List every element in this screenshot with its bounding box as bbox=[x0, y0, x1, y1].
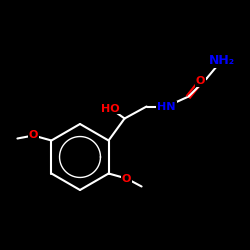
Text: O: O bbox=[122, 174, 131, 184]
Text: HN: HN bbox=[157, 102, 176, 112]
Text: NH₂: NH₂ bbox=[208, 54, 235, 67]
Text: O: O bbox=[29, 130, 38, 140]
Text: HO: HO bbox=[101, 104, 120, 114]
Text: O: O bbox=[196, 76, 205, 86]
